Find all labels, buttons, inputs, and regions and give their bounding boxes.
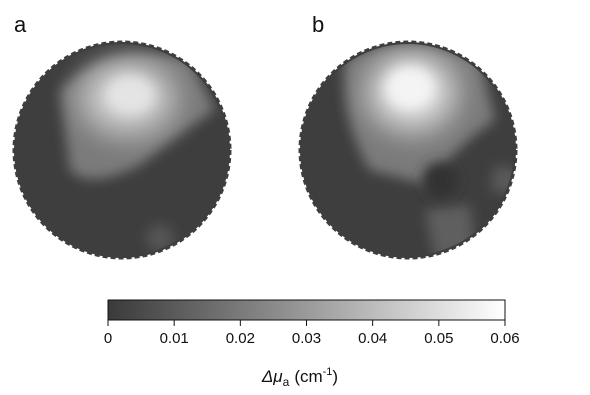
tick-label: 0.04 <box>358 330 387 347</box>
tick-label: 0.05 <box>424 330 453 347</box>
tick-label: 0.03 <box>292 330 321 347</box>
colorbar <box>107 299 506 321</box>
subscript: a <box>283 375 290 389</box>
unit: (cm <box>294 367 322 386</box>
exponent: -1 <box>323 366 333 378</box>
tick-label: 0 <box>104 330 112 347</box>
tick-label: 0.06 <box>490 330 519 347</box>
panel-a-image <box>12 40 232 260</box>
tick-label: 0.02 <box>226 330 255 347</box>
close: ) <box>332 367 338 386</box>
symbol: Δμ <box>261 367 283 386</box>
panel-label: a <box>14 12 27 37</box>
colorbar-label: Δμa (cm-1) <box>261 366 338 389</box>
tick-label: 0.01 <box>160 330 189 347</box>
panel-label: b <box>312 12 324 37</box>
colorbar-ticks: 0 0.01 0.02 0.03 0.04 0.05 0.06 <box>104 320 520 347</box>
panel-b-image <box>298 40 518 260</box>
